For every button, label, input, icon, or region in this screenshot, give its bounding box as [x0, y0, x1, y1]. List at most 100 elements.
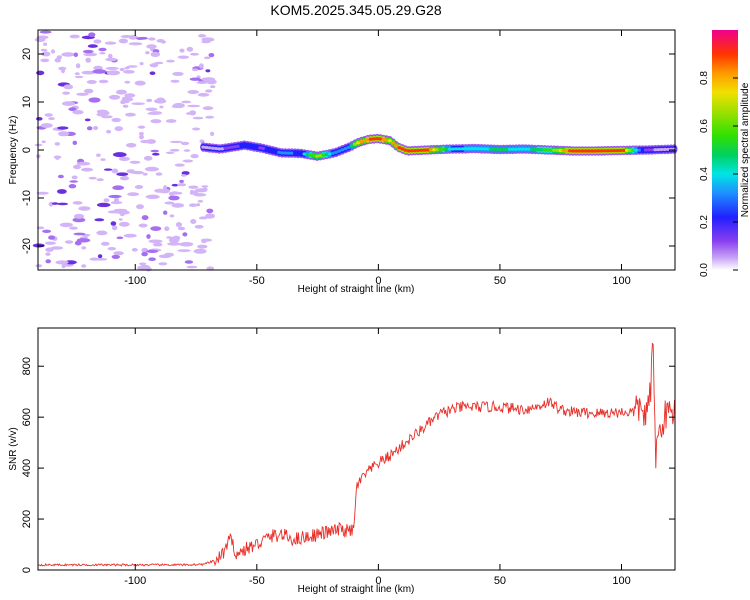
noise-blob	[193, 117, 204, 120]
noise-blob	[131, 171, 144, 174]
noise-blob	[88, 32, 95, 37]
noise-blob	[146, 234, 150, 239]
noise-blob	[120, 176, 129, 180]
noise-blob	[168, 196, 179, 201]
noise-blob	[163, 211, 167, 215]
noise-blob	[132, 248, 138, 252]
noise-blob	[205, 69, 210, 72]
noise-blob	[178, 227, 185, 230]
spectrogram-xlabel: Height of straight line (km)	[298, 284, 415, 295]
noise-blob	[105, 42, 117, 45]
noise-blob	[87, 80, 97, 84]
noise-blob	[129, 42, 142, 45]
noise-blob	[60, 223, 73, 228]
ridge-core	[388, 139, 392, 142]
noise-blob	[139, 135, 144, 140]
noise-blob	[183, 160, 194, 163]
spectrogram-panel: -100 -50 0 50 100 -20-1001020 Height of stra…	[8, 30, 678, 295]
noise-blob	[62, 101, 75, 106]
noise-blob	[55, 156, 59, 160]
noise-blob	[188, 186, 198, 189]
noise-blob	[136, 204, 144, 209]
noise-blob	[111, 221, 117, 226]
noise-blob	[124, 81, 130, 84]
noise-blob	[94, 258, 107, 261]
noise-blob	[210, 132, 214, 136]
noise-blob	[196, 81, 207, 84]
noise-blob	[125, 113, 136, 117]
noise-blob	[172, 72, 183, 76]
noise-blob	[42, 230, 51, 233]
noise-blob	[72, 176, 78, 180]
noise-blob	[108, 247, 116, 250]
noise-blob	[201, 251, 206, 254]
noise-blob	[89, 177, 97, 180]
noise-blob	[108, 54, 113, 59]
noise-blob	[116, 90, 127, 95]
noise-blob	[198, 93, 210, 97]
noise-blob	[97, 203, 111, 207]
noise-blob	[65, 240, 73, 243]
noise-blob	[158, 262, 167, 265]
noise-blob	[191, 154, 199, 158]
noise-blob	[187, 266, 198, 269]
noise-blob	[181, 101, 191, 104]
noise-blob	[170, 149, 180, 152]
noise-blob	[132, 102, 145, 105]
noise-blob	[84, 89, 93, 94]
noise-blob	[150, 71, 156, 75]
noise-blob	[156, 172, 163, 175]
noise-blob	[127, 192, 139, 196]
noise-blob	[139, 263, 146, 266]
noise-blob	[192, 128, 200, 131]
noise-blob	[76, 63, 80, 68]
noise-blob	[196, 203, 200, 206]
noise-blob	[93, 39, 101, 43]
noise-blob	[151, 150, 160, 152]
noise-blob	[187, 105, 200, 107]
noise-blob	[124, 234, 137, 238]
x-tick-label: -50	[249, 275, 265, 287]
noise-blob	[116, 172, 128, 176]
noise-blob	[190, 53, 199, 56]
noise-blob	[148, 37, 156, 40]
noise-blob	[92, 69, 106, 74]
noise-blob	[111, 118, 121, 122]
noise-blob	[58, 131, 69, 136]
colorbar: 0.0 0.2 0.4 0.6 0.8 Normalized spectral ampl…	[699, 30, 750, 277]
noise-blob	[166, 60, 175, 63]
noise-blob	[89, 97, 101, 102]
noise-blob	[181, 174, 187, 177]
noise-blob	[69, 184, 77, 188]
noise-blob	[166, 119, 177, 123]
noise-blob	[96, 231, 107, 236]
noise-blob	[184, 149, 190, 152]
noise-blob	[147, 112, 158, 115]
noise-blob	[205, 116, 214, 119]
noise-blob	[85, 58, 91, 63]
y-tick-label: 20	[21, 48, 33, 60]
noise-blob	[195, 225, 204, 229]
noise-blob	[182, 232, 187, 236]
noise-blob	[164, 226, 169, 231]
noise-blob	[142, 215, 149, 220]
y-tick-label: -10	[21, 190, 33, 206]
noise-blob	[201, 240, 207, 244]
noise-blob	[57, 189, 67, 194]
x-tick-label: 50	[494, 275, 506, 287]
noise-blob	[179, 180, 184, 183]
noise-blob	[55, 260, 68, 264]
noise-blob	[145, 167, 159, 172]
noise-blob	[48, 235, 55, 239]
noise-blob	[177, 249, 190, 252]
ridge-core	[391, 141, 395, 144]
x-tick-label: 50	[494, 575, 506, 587]
noise-blob	[150, 63, 159, 67]
noise-blob	[41, 49, 48, 52]
noise-blob	[85, 119, 91, 122]
noise-blob	[115, 126, 124, 131]
noise-blob	[98, 48, 106, 52]
noise-blob	[177, 183, 186, 186]
y-tick-label: 0	[21, 567, 33, 573]
y-tick-label: -20	[21, 238, 33, 254]
